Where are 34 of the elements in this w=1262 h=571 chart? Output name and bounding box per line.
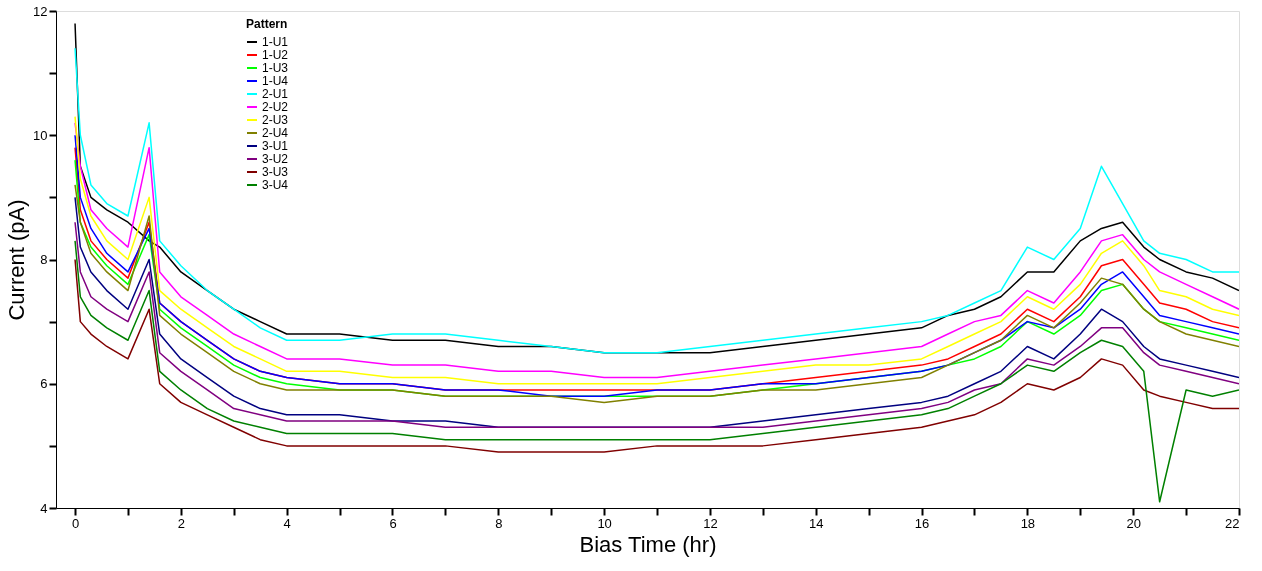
legend-label: 2-U2 — [262, 100, 289, 114]
x-tick-label: 2 — [177, 515, 185, 531]
y-axis-title: Current (pA) — [4, 199, 30, 321]
line-series — [74, 258, 1239, 453]
y-tick-label: 10 — [33, 127, 48, 143]
line-series — [74, 240, 1239, 503]
x-tick-label: 10 — [597, 515, 612, 531]
x-tick-label: 20 — [1126, 515, 1141, 531]
x-tick-label: 0 — [71, 515, 80, 531]
legend-label: 1-U2 — [262, 48, 289, 62]
legend-label: 1-U1 — [262, 35, 289, 49]
legend-label: 3-U2 — [262, 152, 289, 166]
x-tick-label: 14 — [809, 515, 824, 531]
x-axis-title: Bias Time (hr) — [579, 531, 717, 557]
legend-label: 2-U3 — [262, 113, 289, 127]
legend-label: 1-U3 — [262, 61, 289, 75]
legend-label: 3-U1 — [262, 139, 289, 153]
y-tick-label: 12 — [33, 3, 48, 19]
x-tick-label: 4 — [283, 515, 291, 531]
legend-label: 3-U4 — [262, 178, 289, 192]
x-tick-label: 8 — [495, 515, 503, 531]
x-tick-label: 16 — [914, 515, 930, 531]
legend-title: Pattern — [246, 17, 288, 31]
legend-label: 2-U4 — [262, 126, 289, 140]
legend-label: 2-U1 — [262, 87, 289, 101]
legend-label: 1-U4 — [262, 74, 289, 88]
x-tick-label: 22 — [1225, 515, 1240, 531]
y-tick-label: 8 — [40, 252, 48, 267]
x-tick-label: 12 — [703, 515, 718, 531]
legend-label: 3-U3 — [262, 165, 289, 179]
y-tick-label: 6 — [40, 376, 48, 392]
x-tick-label: 18 — [1020, 515, 1036, 531]
y-tick-label: 4 — [40, 500, 48, 516]
x-tick-label: 6 — [389, 515, 397, 531]
